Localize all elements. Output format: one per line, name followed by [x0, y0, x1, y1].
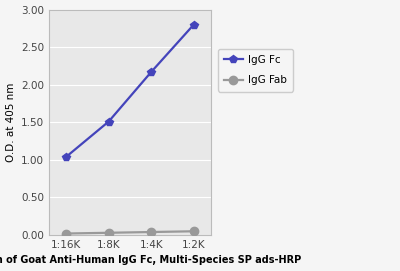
IgG Fab — [106, 231, 111, 234]
IgG Fc — [191, 23, 196, 26]
X-axis label: Dilution of Goat Anti-Human IgG Fc, Multi-Species SP ads-HRP: Dilution of Goat Anti-Human IgG Fc, Mult… — [0, 256, 301, 265]
Y-axis label: O.D. at 405 nm: O.D. at 405 nm — [6, 83, 16, 162]
Line: IgG Fc: IgG Fc — [62, 20, 198, 161]
Legend: IgG Fc, IgG Fab: IgG Fc, IgG Fab — [218, 49, 293, 92]
IgG Fab — [191, 230, 196, 233]
IgG Fc — [64, 155, 68, 159]
IgG Fc — [149, 70, 154, 73]
Line: IgG Fab: IgG Fab — [62, 227, 198, 238]
IgG Fc — [106, 120, 111, 123]
IgG Fab — [64, 232, 68, 235]
IgG Fab — [149, 230, 154, 234]
